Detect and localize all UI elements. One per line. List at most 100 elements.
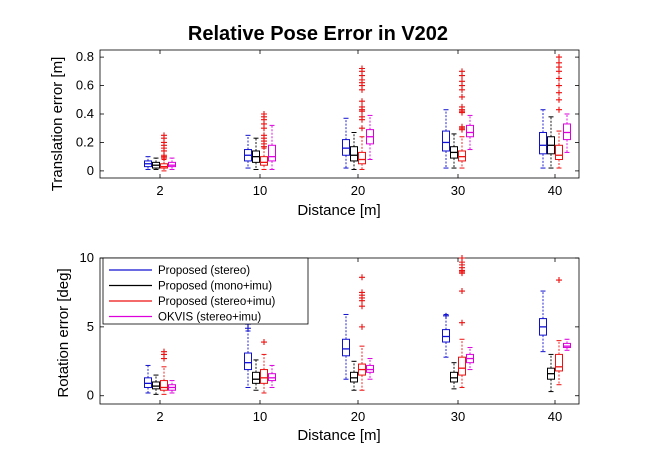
rotation-y-ticks: 0 5 10 bbox=[80, 250, 579, 403]
box-iqr bbox=[466, 124, 474, 138]
boxplot-proposed-stereo--30 bbox=[442, 313, 450, 358]
outlier-marker bbox=[459, 288, 465, 295]
outlier-marker bbox=[556, 106, 562, 113]
legend-label: Proposed (stereo+imu) bbox=[158, 296, 275, 308]
boxplot-proposed-stereo-imu--30 bbox=[458, 319, 466, 388]
boxplot-proposed-mono-imu--10 bbox=[252, 359, 260, 391]
rotation-x-ticks: 2 10 20 30 40 bbox=[156, 258, 562, 424]
box-iqr bbox=[260, 156, 268, 166]
outlier-marker bbox=[359, 103, 365, 110]
boxplot-okvis-stereo-imu--30 bbox=[466, 347, 474, 371]
boxplot-proposed-stereo-imu--20 bbox=[358, 98, 366, 170]
x-tick-label: 40 bbox=[548, 409, 562, 424]
boxplot-proposed-mono-imu--10 bbox=[252, 137, 260, 170]
boxplot-proposed-stereo--2 bbox=[144, 364, 152, 394]
box-iqr bbox=[342, 338, 350, 357]
outlier-cluster bbox=[161, 132, 167, 154]
outlier-marker bbox=[556, 54, 562, 61]
outlier-marker bbox=[556, 82, 562, 89]
outlier-marker bbox=[359, 65, 365, 72]
boxplot-proposed-stereo-imu--2 bbox=[160, 348, 168, 395]
legend-label: Proposed (mono+imu) bbox=[158, 281, 272, 293]
outlier-marker bbox=[556, 75, 562, 82]
x-tick-label: 2 bbox=[156, 409, 163, 424]
y-tick-label: 10 bbox=[80, 250, 94, 265]
x-tick-label: 30 bbox=[451, 183, 465, 198]
x-tick-label: 2 bbox=[156, 183, 163, 198]
boxplot-proposed-stereo--40 bbox=[539, 290, 547, 353]
boxplot-okvis-stereo-imu--10 bbox=[268, 364, 276, 388]
boxplot-proposed-mono-imu--20 bbox=[350, 360, 358, 391]
outlier-marker bbox=[359, 125, 365, 132]
translation-error-plot: 0 0.2 0.4 0.6 0.8 2 10 20 30 40 Distance [m] Tra… bbox=[49, 49, 580, 219]
translation-y-axis-label: Translation error [m] bbox=[49, 57, 66, 191]
y-tick-label: 0.6 bbox=[76, 78, 94, 93]
box-iqr bbox=[244, 352, 252, 371]
legend-entries: Proposed (stereo) Proposed (mono+imu) Prop… bbox=[109, 265, 275, 324]
outlier-marker bbox=[556, 277, 562, 284]
legend-box bbox=[102, 257, 309, 325]
boxplot-proposed-stereo-imu--30 bbox=[458, 123, 466, 169]
rotation-boxplots bbox=[144, 255, 571, 395]
outlier-marker bbox=[359, 113, 365, 120]
boxplot-okvis-stereo-imu--10 bbox=[268, 124, 276, 170]
outlier-cluster bbox=[556, 277, 562, 284]
boxplot-proposed-stereo--10 bbox=[244, 330, 252, 388]
box-iqr bbox=[160, 380, 168, 391]
outlier-cluster bbox=[359, 274, 365, 310]
outlier-marker bbox=[556, 96, 562, 103]
outlier-cluster bbox=[556, 54, 562, 113]
box-iqr bbox=[358, 151, 366, 165]
box-iqr bbox=[458, 150, 466, 162]
box-iqr bbox=[168, 161, 176, 168]
box-iqr bbox=[563, 342, 571, 349]
boxplot-proposed-mono-imu--40 bbox=[547, 116, 555, 169]
x-tick-label: 10 bbox=[253, 183, 267, 198]
boxplot-proposed-stereo--2 bbox=[144, 156, 152, 170]
outlier-cluster bbox=[459, 68, 465, 116]
outlier-marker bbox=[459, 68, 465, 75]
outlier-marker bbox=[359, 98, 365, 105]
box-iqr bbox=[252, 371, 260, 384]
boxplot-proposed-stereo--20 bbox=[342, 313, 350, 380]
boxplot-proposed-mono-imu--20 bbox=[350, 131, 358, 170]
boxplot-proposed-stereo--10 bbox=[244, 134, 252, 169]
translation-boxplots bbox=[144, 54, 571, 172]
box-iqr bbox=[555, 144, 563, 161]
y-tick-label: 5 bbox=[87, 319, 94, 334]
boxplot-okvis-stereo-imu--30 bbox=[466, 114, 474, 151]
box-iqr bbox=[144, 377, 152, 388]
boxplot-proposed-mono-imu--2 bbox=[152, 157, 160, 170]
outlier-cluster bbox=[443, 312, 449, 319]
outlier-marker bbox=[459, 123, 465, 130]
box-iqr bbox=[539, 131, 547, 155]
outlier-marker bbox=[161, 132, 167, 139]
box-iqr bbox=[268, 144, 276, 162]
boxplot-proposed-stereo--40 bbox=[539, 109, 547, 169]
rotation-x-axis-label: Distance [m] bbox=[297, 427, 380, 444]
y-tick-label: 0.8 bbox=[76, 49, 94, 64]
translation-x-axis-label: Distance [m] bbox=[297, 202, 380, 219]
box-iqr bbox=[160, 163, 168, 169]
box-iqr bbox=[350, 146, 358, 162]
legend-label: Proposed (stereo) bbox=[158, 265, 250, 277]
outlier-marker bbox=[459, 103, 465, 110]
boxplot-proposed-stereo-imu--40 bbox=[555, 130, 563, 169]
boxplot-proposed-stereo--20 bbox=[342, 117, 350, 169]
box-iqr bbox=[152, 381, 160, 390]
outlier-marker bbox=[556, 89, 562, 96]
outlier-marker bbox=[359, 303, 365, 310]
boxplot-proposed-stereo-imu--10 bbox=[260, 135, 268, 170]
outlier-marker bbox=[459, 78, 465, 85]
outlier-marker bbox=[459, 255, 465, 261]
boxplot-okvis-stereo-imu--40 bbox=[563, 338, 571, 351]
y-tick-label: 0 bbox=[87, 388, 94, 403]
outlier-cluster bbox=[459, 255, 465, 295]
legend-label: OKVIS (stereo+imu) bbox=[158, 312, 261, 324]
box-iqr bbox=[555, 353, 563, 372]
boxplot-okvis-stereo-imu--2 bbox=[168, 380, 176, 394]
y-tick-label: 0 bbox=[87, 163, 94, 178]
boxplot-proposed-stereo-imu--10 bbox=[260, 339, 268, 394]
outlier-marker bbox=[459, 93, 465, 100]
